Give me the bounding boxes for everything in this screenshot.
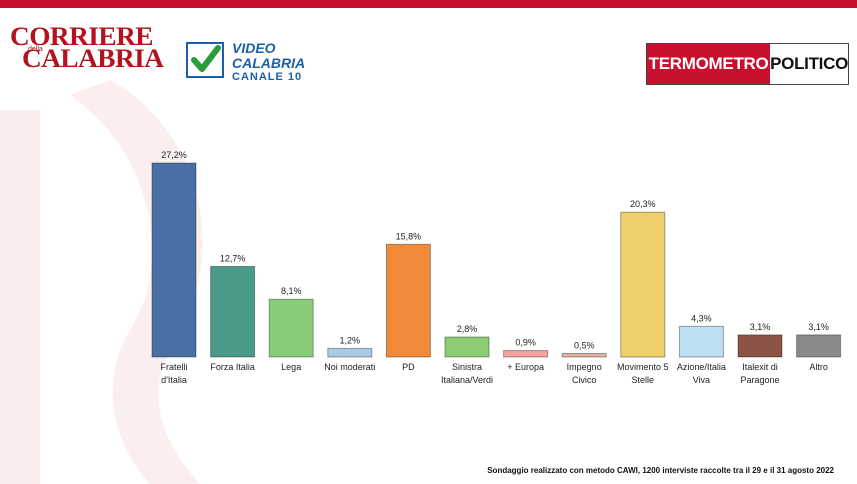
header: CORRIERE della CALABRIA VIDEO CALABRIA C… (0, 8, 857, 88)
bar-10 (737, 334, 783, 358)
bar-1 (210, 265, 256, 358)
bar-6 (503, 350, 549, 358)
bar-3 (327, 347, 373, 358)
category-label-0-1: d'Italia (161, 375, 187, 385)
category-label-5-0: Sinistra (452, 362, 482, 372)
data-label-7: 0,5% (574, 340, 595, 350)
bar-9 (678, 325, 724, 358)
videocalabria-logo: VIDEO CALABRIA CANALE 10 (232, 40, 306, 84)
footnote: Sondaggio realizzato con metodo CAWI, 12… (487, 466, 834, 475)
category-label-10-1: Paragone (740, 375, 779, 385)
category-label-7-0: Impegno (567, 362, 602, 372)
category-label-5-1: Italiana/Verdi (441, 375, 493, 385)
data-label-9: 4,3% (691, 313, 712, 323)
corriere-della-calabria-logo: CORRIERE della CALABRIA (10, 22, 164, 73)
bar-4 (385, 243, 431, 358)
data-label-0: 27,2% (161, 150, 187, 160)
category-label-11-0: Altro (809, 362, 828, 372)
category-label-10-0: Italexit di (742, 362, 778, 372)
termometro-politico-logo: TERMOMETRO POLITICO (646, 43, 849, 85)
data-label-3: 1,2% (340, 335, 361, 345)
category-label-0-0: Fratelli (160, 362, 187, 372)
data-label-8: 20,3% (630, 199, 656, 209)
bar-7 (561, 352, 607, 358)
category-label-3-0: Noi moderati (324, 362, 375, 372)
category-label-6-0: + Europa (507, 362, 544, 372)
category-label-9-0: Azione/Italia (677, 362, 726, 372)
top-accent-bar (0, 0, 857, 8)
bar-8 (620, 211, 666, 358)
category-label-4-0: PD (402, 362, 415, 372)
data-label-2: 8,1% (281, 286, 302, 296)
data-label-10: 3,1% (750, 322, 771, 332)
data-label-6: 0,9% (515, 338, 536, 348)
data-label-11: 3,1% (808, 322, 829, 332)
category-label-8-1: Stelle (632, 375, 655, 385)
bar-5 (444, 336, 490, 358)
category-label-2-0: Lega (281, 362, 301, 372)
category-label-1-0: Forza Italia (210, 362, 255, 372)
category-label-9-1: Viva (693, 375, 710, 385)
category-label-7-1: Civico (572, 375, 597, 385)
data-label-1: 12,7% (220, 253, 246, 263)
videocalabria-check-icon (186, 42, 224, 78)
bar-0 (151, 162, 197, 358)
bar-11 (796, 334, 842, 358)
data-label-4: 15,8% (396, 231, 422, 241)
data-label-5: 2,8% (457, 324, 478, 334)
bar-2 (268, 298, 314, 358)
category-label-8-0: Movimento 5 (617, 362, 669, 372)
